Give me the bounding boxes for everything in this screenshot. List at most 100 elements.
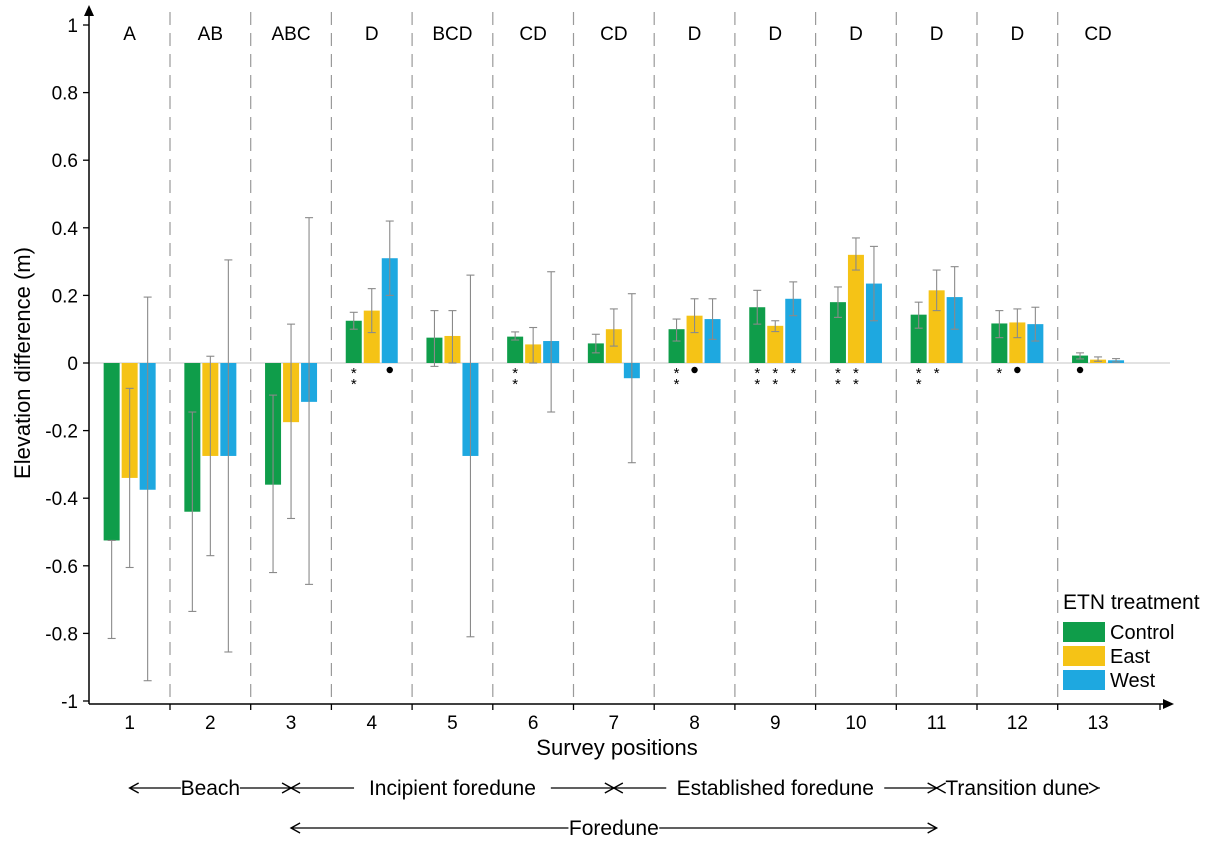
- x-tick-label: 11: [927, 713, 947, 734]
- error-bar-west-12: [1031, 306, 1040, 342]
- legend-entry-west: West: [1110, 670, 1156, 692]
- group-letter-label: CD: [1084, 24, 1111, 45]
- marker-dot-control-13: [1076, 366, 1084, 374]
- zone-arrow-right: [927, 822, 939, 834]
- marker-star-east-10: *: [853, 376, 859, 393]
- group-letter-label: D: [768, 24, 782, 45]
- y-tick-label: 0.2: [52, 286, 78, 307]
- error-bar-east-1: [125, 387, 134, 569]
- labels: Elevation difference (m) Survey position…: [10, 247, 698, 760]
- x-tick-label: 10: [845, 713, 866, 734]
- marker-star-control-10: *: [835, 376, 841, 393]
- group-letter-label: CD: [519, 24, 546, 45]
- error-bar-west-13: [1112, 358, 1121, 363]
- bar-east-8: [686, 315, 703, 363]
- error-bar-east-4: [367, 288, 376, 334]
- error-bar-east-10: [851, 237, 860, 271]
- marker-star-control-6: *: [512, 365, 518, 382]
- marker-dot-east-8: [691, 366, 698, 374]
- error-bar-west-3: [305, 217, 314, 585]
- y-tick-label: -0.4: [45, 489, 78, 510]
- zone-arrow-left: [128, 782, 139, 794]
- error-bar-east-2: [206, 355, 215, 557]
- zone-arrow-left: [289, 822, 301, 834]
- legend-swatch-east: [1063, 646, 1105, 666]
- zone-transition-dune: Transition dune: [934, 777, 1100, 800]
- marker-star-control-6: *: [512, 376, 518, 393]
- error-bar-east-11: [932, 269, 941, 312]
- legend-swatch-west: [1063, 670, 1105, 690]
- error-bar-west-10: [869, 245, 878, 322]
- x-axis-arrow: [1163, 699, 1174, 709]
- group-letter-label: D: [365, 24, 379, 45]
- y-tick-label: 0.6: [52, 151, 78, 172]
- bar-control-9: [749, 307, 766, 363]
- bar-west-4: [381, 258, 398, 363]
- legend-swatch-control: [1063, 622, 1105, 642]
- marker-star-east-9: *: [772, 376, 778, 393]
- group-letter-label: D: [688, 24, 702, 45]
- zone-label: Beach: [181, 777, 241, 800]
- y-tick-label: 0: [67, 354, 78, 375]
- bar-east-10: [847, 254, 864, 363]
- error-bar-east-6: [529, 326, 538, 364]
- error-bar-west-7: [627, 293, 636, 464]
- error-bar-control-1: [107, 539, 116, 640]
- error-bar-east-5: [448, 310, 457, 364]
- error-bar-east-13: [1094, 356, 1103, 362]
- error-bar-east-8: [690, 298, 699, 334]
- bar-east-4: [363, 310, 380, 363]
- zone-arrow-left: [935, 782, 946, 794]
- zone-annotations: Beach Incipient foredune Established fored…: [128, 777, 1100, 840]
- x-axis-label: Survey positions: [536, 735, 697, 760]
- bar-west-11: [946, 297, 963, 363]
- marker-star-control-4: *: [351, 376, 357, 393]
- group-letter-label: AB: [198, 24, 223, 45]
- error-bar-west-2: [224, 259, 233, 653]
- error-bar-control-2: [188, 411, 197, 612]
- x-tick-label: 9: [770, 713, 781, 734]
- x-tick-label: 7: [609, 713, 620, 734]
- bar-control-8: [668, 329, 685, 363]
- error-bar-control-11: [914, 301, 923, 329]
- marker-star-control-11: *: [916, 365, 922, 382]
- error-bar-control-13: [1076, 352, 1085, 360]
- marker-star-control-12: *: [996, 365, 1002, 382]
- group-letter-label: ABC: [272, 24, 311, 45]
- x-tick-label: 1: [124, 713, 135, 734]
- error-bars: [107, 217, 1121, 682]
- error-bar-west-4: [385, 220, 394, 296]
- zone-established-foredune: Established foredune: [612, 777, 939, 800]
- x-tick-label: 13: [1087, 713, 1108, 734]
- x-tick-label: 5: [447, 713, 458, 734]
- zone-beach: Beach: [128, 777, 293, 800]
- marker-star-west-9: *: [790, 365, 796, 382]
- y-tick-label: 1: [67, 16, 78, 37]
- bar-control-12: [991, 323, 1008, 363]
- legend-title: ETN treatment: [1063, 591, 1200, 614]
- error-bar-west-8: [708, 298, 717, 340]
- error-bar-control-7: [591, 333, 600, 354]
- bar-west-10: [865, 283, 882, 363]
- group-letter-label: A: [123, 24, 136, 45]
- x-tick-label: 2: [205, 713, 216, 734]
- error-bar-control-10: [833, 286, 842, 318]
- marker-dot-east-12: [1014, 366, 1021, 374]
- marker-dot-west-4: [386, 366, 393, 374]
- marker-star-control-9: *: [754, 376, 760, 393]
- y-tick-label: -0.2: [45, 422, 78, 443]
- marker-star-east-11: *: [934, 365, 940, 382]
- error-bar-control-4: [349, 311, 358, 330]
- bar-west-12: [1027, 324, 1044, 363]
- marker-star-control-8: *: [674, 365, 680, 382]
- legend-entry-east: East: [1110, 646, 1150, 668]
- error-bar-control-8: [672, 318, 681, 342]
- group-letter-label: D: [930, 24, 944, 45]
- legend-entry-control: Control: [1110, 622, 1174, 644]
- y-tick-label: -1: [61, 692, 78, 713]
- y-tick-label: 0.8: [52, 84, 78, 105]
- marker-star-east-10: *: [853, 365, 859, 382]
- zone-label: Established foredune: [677, 777, 874, 800]
